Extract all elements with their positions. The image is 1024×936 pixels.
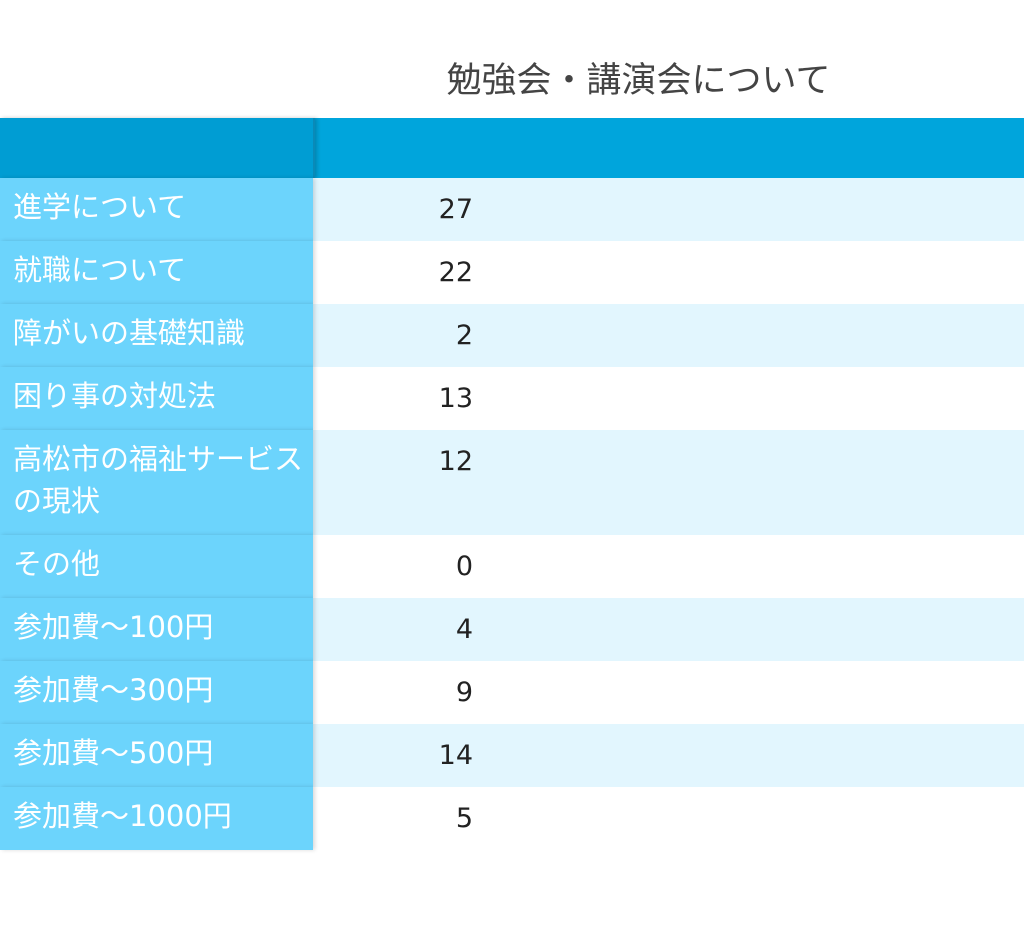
row-label: 参加費～500円	[0, 724, 313, 787]
row-value: 5	[455, 803, 473, 834]
row-label: 就職について	[0, 241, 313, 304]
row-value: 9	[455, 677, 473, 708]
table-row: 高松市の福祉サービスの現状 12	[0, 430, 1024, 535]
table-row: 参加費～100円 4	[0, 598, 1024, 661]
table-row: その他 0	[0, 535, 1024, 598]
row-value: 13	[438, 383, 473, 414]
row-label: その他	[0, 535, 313, 598]
table-row: 就職について 22	[0, 241, 1024, 304]
table-row: 障がいの基礎知識 2	[0, 304, 1024, 367]
row-value-cell: 2	[313, 304, 1024, 367]
row-value-cell: 0	[313, 535, 1024, 598]
row-value: 4	[455, 614, 473, 645]
table-row: 進学について 27	[0, 178, 1024, 241]
table-row: 参加費～1000円 5	[0, 787, 1024, 850]
header-cell-label	[0, 118, 315, 178]
table-title: 勉強会・講演会について	[446, 61, 831, 101]
table-row: 困り事の対処法 13	[0, 367, 1024, 430]
table-row: 参加費～500円 14	[0, 724, 1024, 787]
row-value-cell: 22	[313, 241, 1024, 304]
row-value: 22	[438, 257, 473, 288]
row-label: 参加費～1000円	[0, 787, 313, 850]
row-value-cell: 27	[313, 178, 1024, 241]
row-value-cell: 5	[313, 787, 1024, 850]
table-body: 進学について 27 就職について 22 障がいの基礎知識 2 困り事の対処法 13 高松市の福祉…	[0, 178, 1024, 850]
row-value-cell: 13	[313, 367, 1024, 430]
row-value: 0	[455, 551, 473, 582]
row-value-cell: 9	[313, 661, 1024, 724]
row-label: 参加費～300円	[0, 661, 313, 724]
row-label: 参加費～100円	[0, 598, 313, 661]
row-value: 14	[438, 740, 473, 771]
row-label: 高松市の福祉サービスの現状	[0, 430, 313, 535]
data-table: 進学について 27 就職について 22 障がいの基礎知識 2 困り事の対処法 13 高松市の福祉…	[0, 118, 1024, 850]
table-row: 参加費～300円 9	[0, 661, 1024, 724]
table-header	[0, 118, 1024, 178]
row-value-cell: 12	[313, 430, 1024, 535]
row-value: 27	[438, 194, 473, 225]
row-label: 困り事の対処法	[0, 367, 313, 430]
row-value: 2	[455, 320, 473, 351]
row-label: 進学について	[0, 178, 313, 241]
row-value-cell: 4	[313, 598, 1024, 661]
row-value-cell: 14	[313, 724, 1024, 787]
row-value: 12	[438, 446, 473, 477]
row-label: 障がいの基礎知識	[0, 304, 313, 367]
